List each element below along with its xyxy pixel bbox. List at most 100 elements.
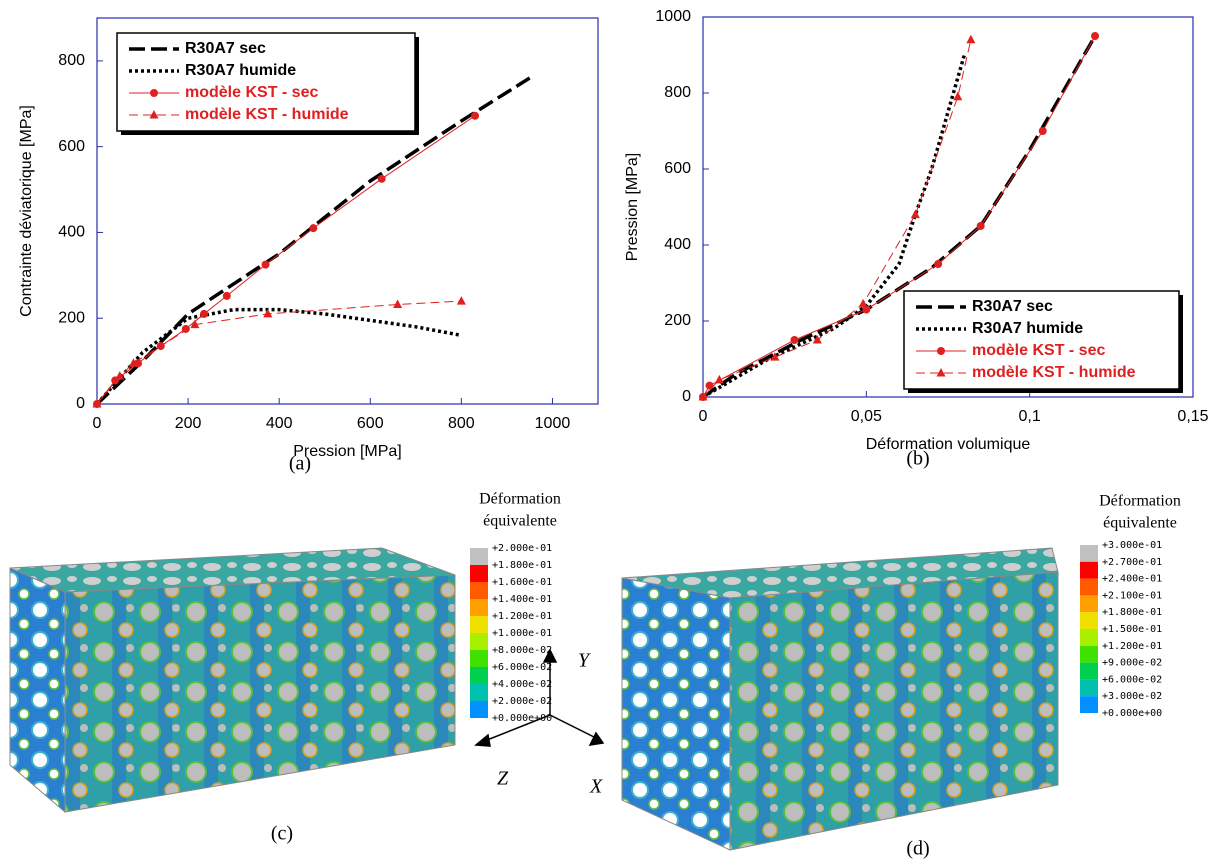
scale-band — [470, 616, 488, 633]
legend-marker — [150, 89, 158, 97]
legend-label: R30A7 sec — [972, 298, 1053, 315]
scale-band — [470, 582, 488, 599]
marker — [910, 209, 920, 219]
x-tick-label: 0 — [93, 415, 102, 432]
legend-label: modèle KST - sec — [972, 342, 1105, 359]
scale-title: équivalente — [1103, 515, 1177, 532]
marker — [934, 260, 943, 268]
y-tick-label: 800 — [664, 84, 691, 101]
x-tick-label: 400 — [266, 415, 293, 432]
scale-band — [470, 633, 488, 650]
axis-x-label: X — [589, 776, 603, 798]
axis-y-label: Y — [578, 650, 591, 672]
x-tick-label: 600 — [357, 415, 384, 432]
marker — [812, 335, 822, 344]
marker — [1091, 32, 1099, 40]
y-tick-label: 400 — [58, 224, 85, 241]
scale-label: +6.000e-02 — [492, 662, 552, 673]
scale-label: +1.600e-01 — [492, 577, 552, 588]
series-line — [95, 307, 462, 406]
scale-band — [470, 667, 488, 684]
scale-label: +1.800e-01 — [1102, 607, 1162, 618]
marker — [858, 298, 868, 308]
series-line — [702, 54, 967, 399]
scale-title: Déformation — [479, 491, 561, 508]
marker — [128, 358, 138, 367]
scale-label: +8.000e-02 — [492, 645, 552, 656]
scale-band — [1080, 629, 1098, 646]
x-tick-label: 200 — [175, 415, 202, 432]
legend-label: modèle KST - sec — [185, 84, 318, 101]
y-tick-label: 800 — [58, 52, 85, 69]
scale-label: +2.100e-01 — [1102, 590, 1162, 601]
plot-frame — [96, 17, 599, 405]
scale-band — [1080, 679, 1098, 697]
scale-band — [1080, 645, 1098, 663]
scale-band — [470, 650, 488, 667]
specimen-d — [621, 547, 1059, 851]
legend-label: R30A7 humide — [185, 62, 296, 79]
y-tick-label: 0 — [76, 395, 85, 412]
marker — [790, 336, 799, 344]
scale-label: +6.000e-02 — [1102, 674, 1162, 685]
marker — [456, 296, 466, 305]
marker — [181, 324, 190, 333]
scale-label: +2.400e-01 — [1102, 574, 1162, 585]
x-axis-label: Déformation volumique — [866, 436, 1031, 453]
y-tick-label: 1000 — [655, 8, 691, 25]
marker — [222, 291, 231, 300]
marker — [393, 299, 403, 308]
scale-band — [470, 701, 488, 718]
legend-label: R30A7 sec — [185, 40, 266, 57]
marker — [770, 352, 780, 361]
legend-marker — [937, 347, 945, 355]
series-line — [702, 39, 972, 398]
x-tick-label: 1000 — [535, 415, 571, 432]
caption: (d) — [906, 838, 929, 860]
caption: (c) — [271, 823, 293, 845]
y-tick-label: 600 — [664, 160, 691, 177]
scale-band — [470, 565, 488, 582]
x-tick-label: 0,15 — [1177, 408, 1208, 425]
marker — [862, 305, 871, 314]
legend-label: modèle KST - humide — [185, 106, 349, 123]
marker — [263, 308, 273, 318]
y-tick-label: 0 — [682, 388, 691, 405]
scale-label: +9.000e-02 — [1102, 658, 1162, 669]
scale-band — [1080, 578, 1098, 596]
marker — [705, 381, 714, 390]
marker — [190, 319, 200, 329]
marker — [261, 260, 270, 269]
marker — [698, 392, 708, 401]
legend-label: modèle KST - humide — [972, 364, 1136, 381]
marker — [953, 91, 963, 101]
x-tick-label: 0,05 — [851, 408, 882, 425]
x-tick-label: 0,1 — [1019, 408, 1041, 425]
scale-title: Déformation — [1099, 493, 1181, 510]
scale-label: +1.500e-01 — [1102, 624, 1162, 635]
axes-triad — [474, 648, 605, 747]
caption: (b) — [906, 448, 929, 470]
x-axis-label: Pression [MPa] — [293, 443, 401, 460]
caption: (a) — [289, 453, 311, 475]
scale-label: +1.200e-01 — [1102, 641, 1162, 652]
scale-label: +1.000e-01 — [492, 628, 552, 639]
marker — [471, 111, 480, 120]
scale-label: +0.000e+00 — [492, 713, 552, 724]
marker — [966, 34, 976, 44]
marker — [976, 222, 985, 230]
scale-label: +2.000e-01 — [492, 543, 552, 554]
axis-z-label: Z — [497, 768, 509, 790]
scale-label: +1.200e-01 — [492, 611, 552, 622]
scale-band — [470, 548, 488, 565]
marker — [309, 224, 318, 233]
y-axis-label: Pression [MPa] — [624, 153, 641, 261]
scale-band — [470, 599, 488, 616]
scale-label: +1.800e-01 — [492, 560, 552, 571]
scale-band — [1080, 612, 1098, 629]
specimen-c — [9, 547, 456, 814]
x-tick-label: 800 — [448, 415, 475, 432]
scale-label: +3.000e-02 — [1102, 691, 1162, 702]
series-line — [95, 76, 531, 406]
marker — [1038, 127, 1047, 135]
